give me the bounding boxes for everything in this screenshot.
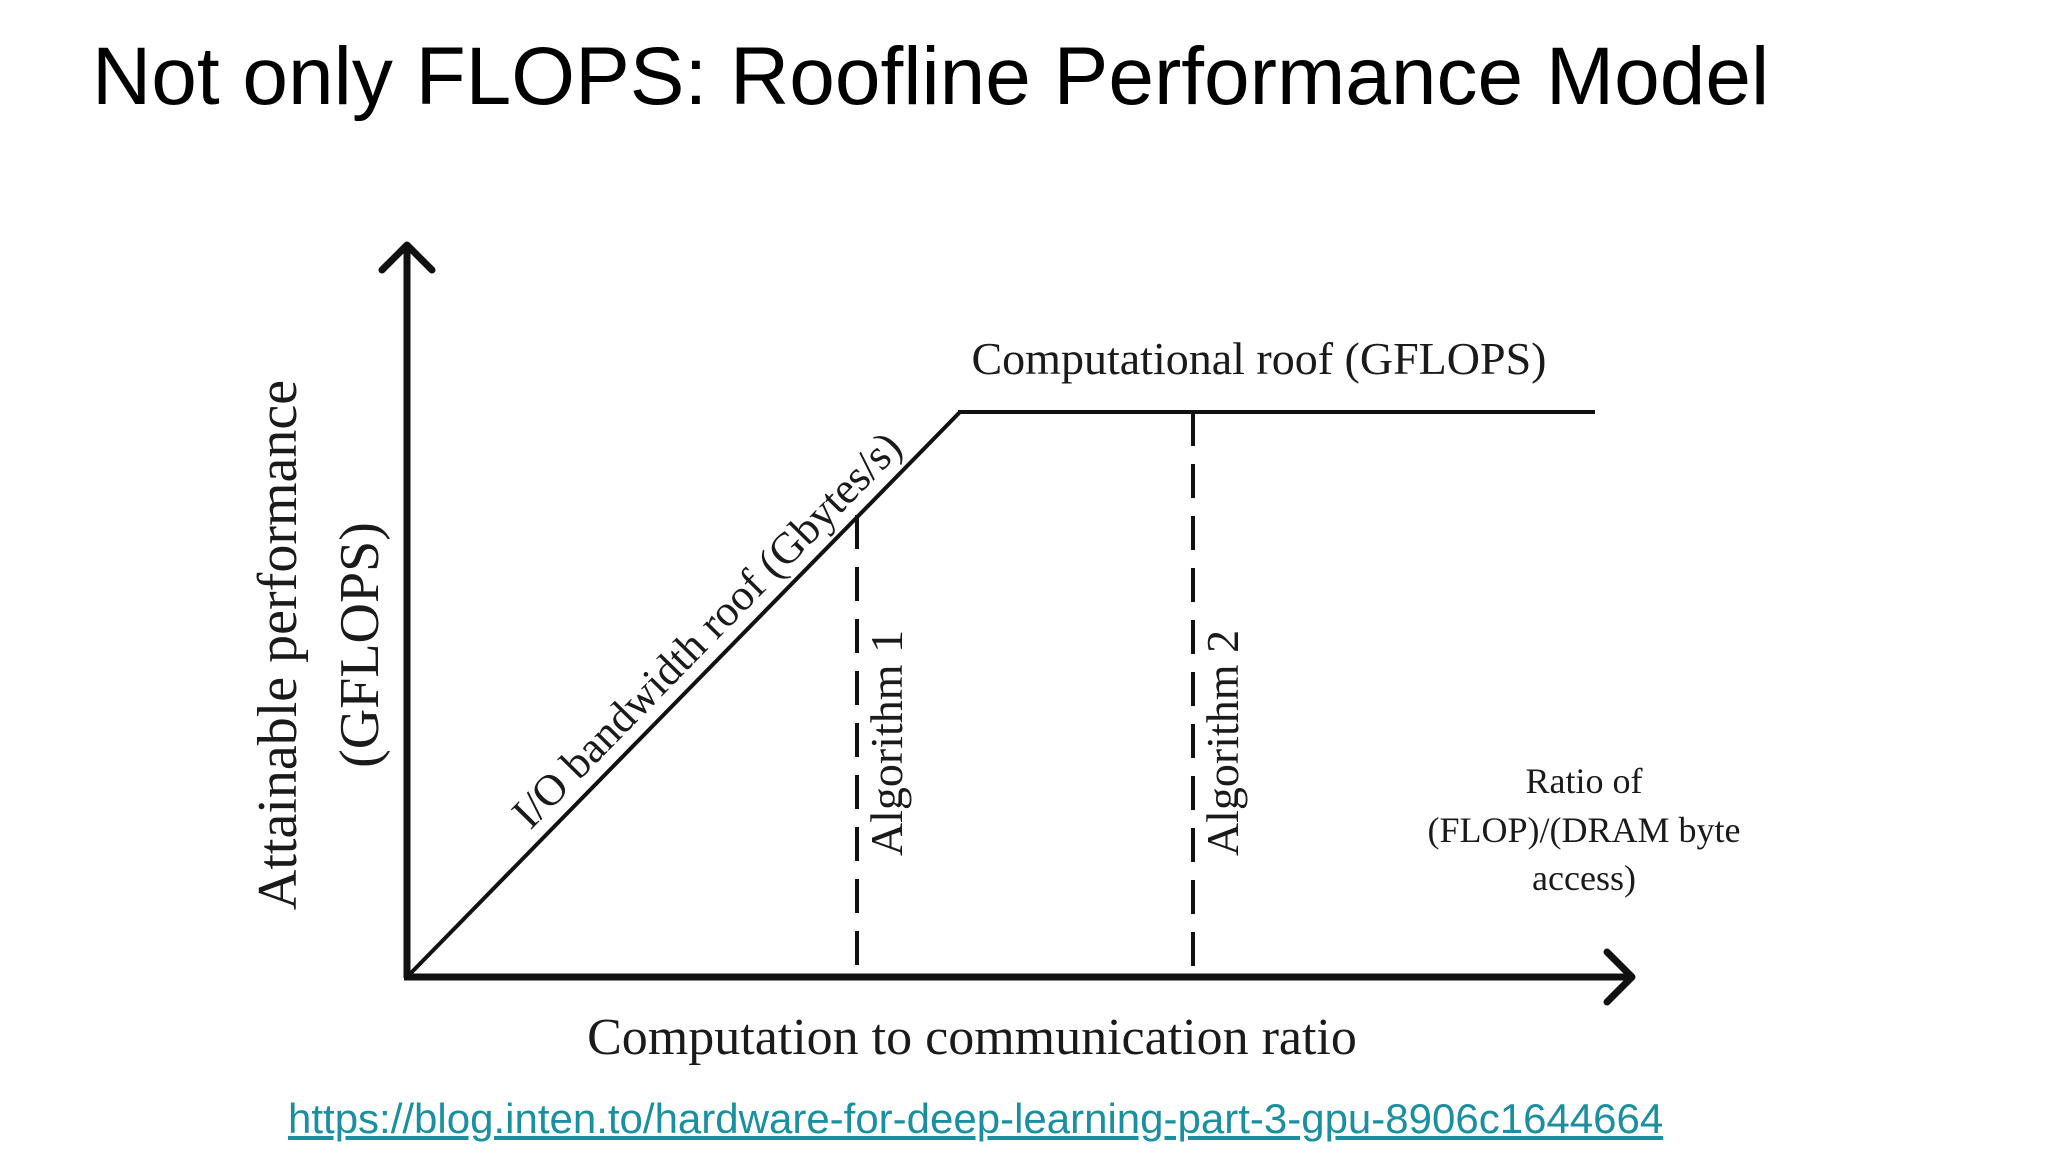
- x-axis-arrowhead: [1603, 948, 1636, 1006]
- slide-title: Not only FLOPS: Roofline Performance Mod…: [92, 31, 1770, 122]
- ratio-label-line-1: Ratio of: [1526, 761, 1643, 801]
- bandwidth-roof-label: I/O bandwidth roof (Gbytes/s): [502, 422, 911, 838]
- bandwidth-roof-line: [405, 410, 962, 979]
- y-axis-label-unit: (GFLOPS): [329, 522, 391, 768]
- x-axis-label: Computation to communication ratio: [587, 1009, 1357, 1066]
- algorithm-2-label: Algorithm 2: [1197, 630, 1248, 856]
- y-axis-arrowhead: [378, 241, 436, 274]
- source-link[interactable]: https://blog.inten.to/hardware-for-deep-…: [288, 1095, 1664, 1142]
- y-axis-label: Attainable performance: [247, 380, 309, 910]
- ratio-label-line-3: access): [1532, 858, 1636, 898]
- algorithm-1-label: Algorithm 1: [861, 630, 912, 856]
- ratio-label-line-2: (FLOP)/(DRAM byte: [1428, 810, 1741, 850]
- computational-roof-label: Computational roof (GFLOPS): [972, 333, 1547, 384]
